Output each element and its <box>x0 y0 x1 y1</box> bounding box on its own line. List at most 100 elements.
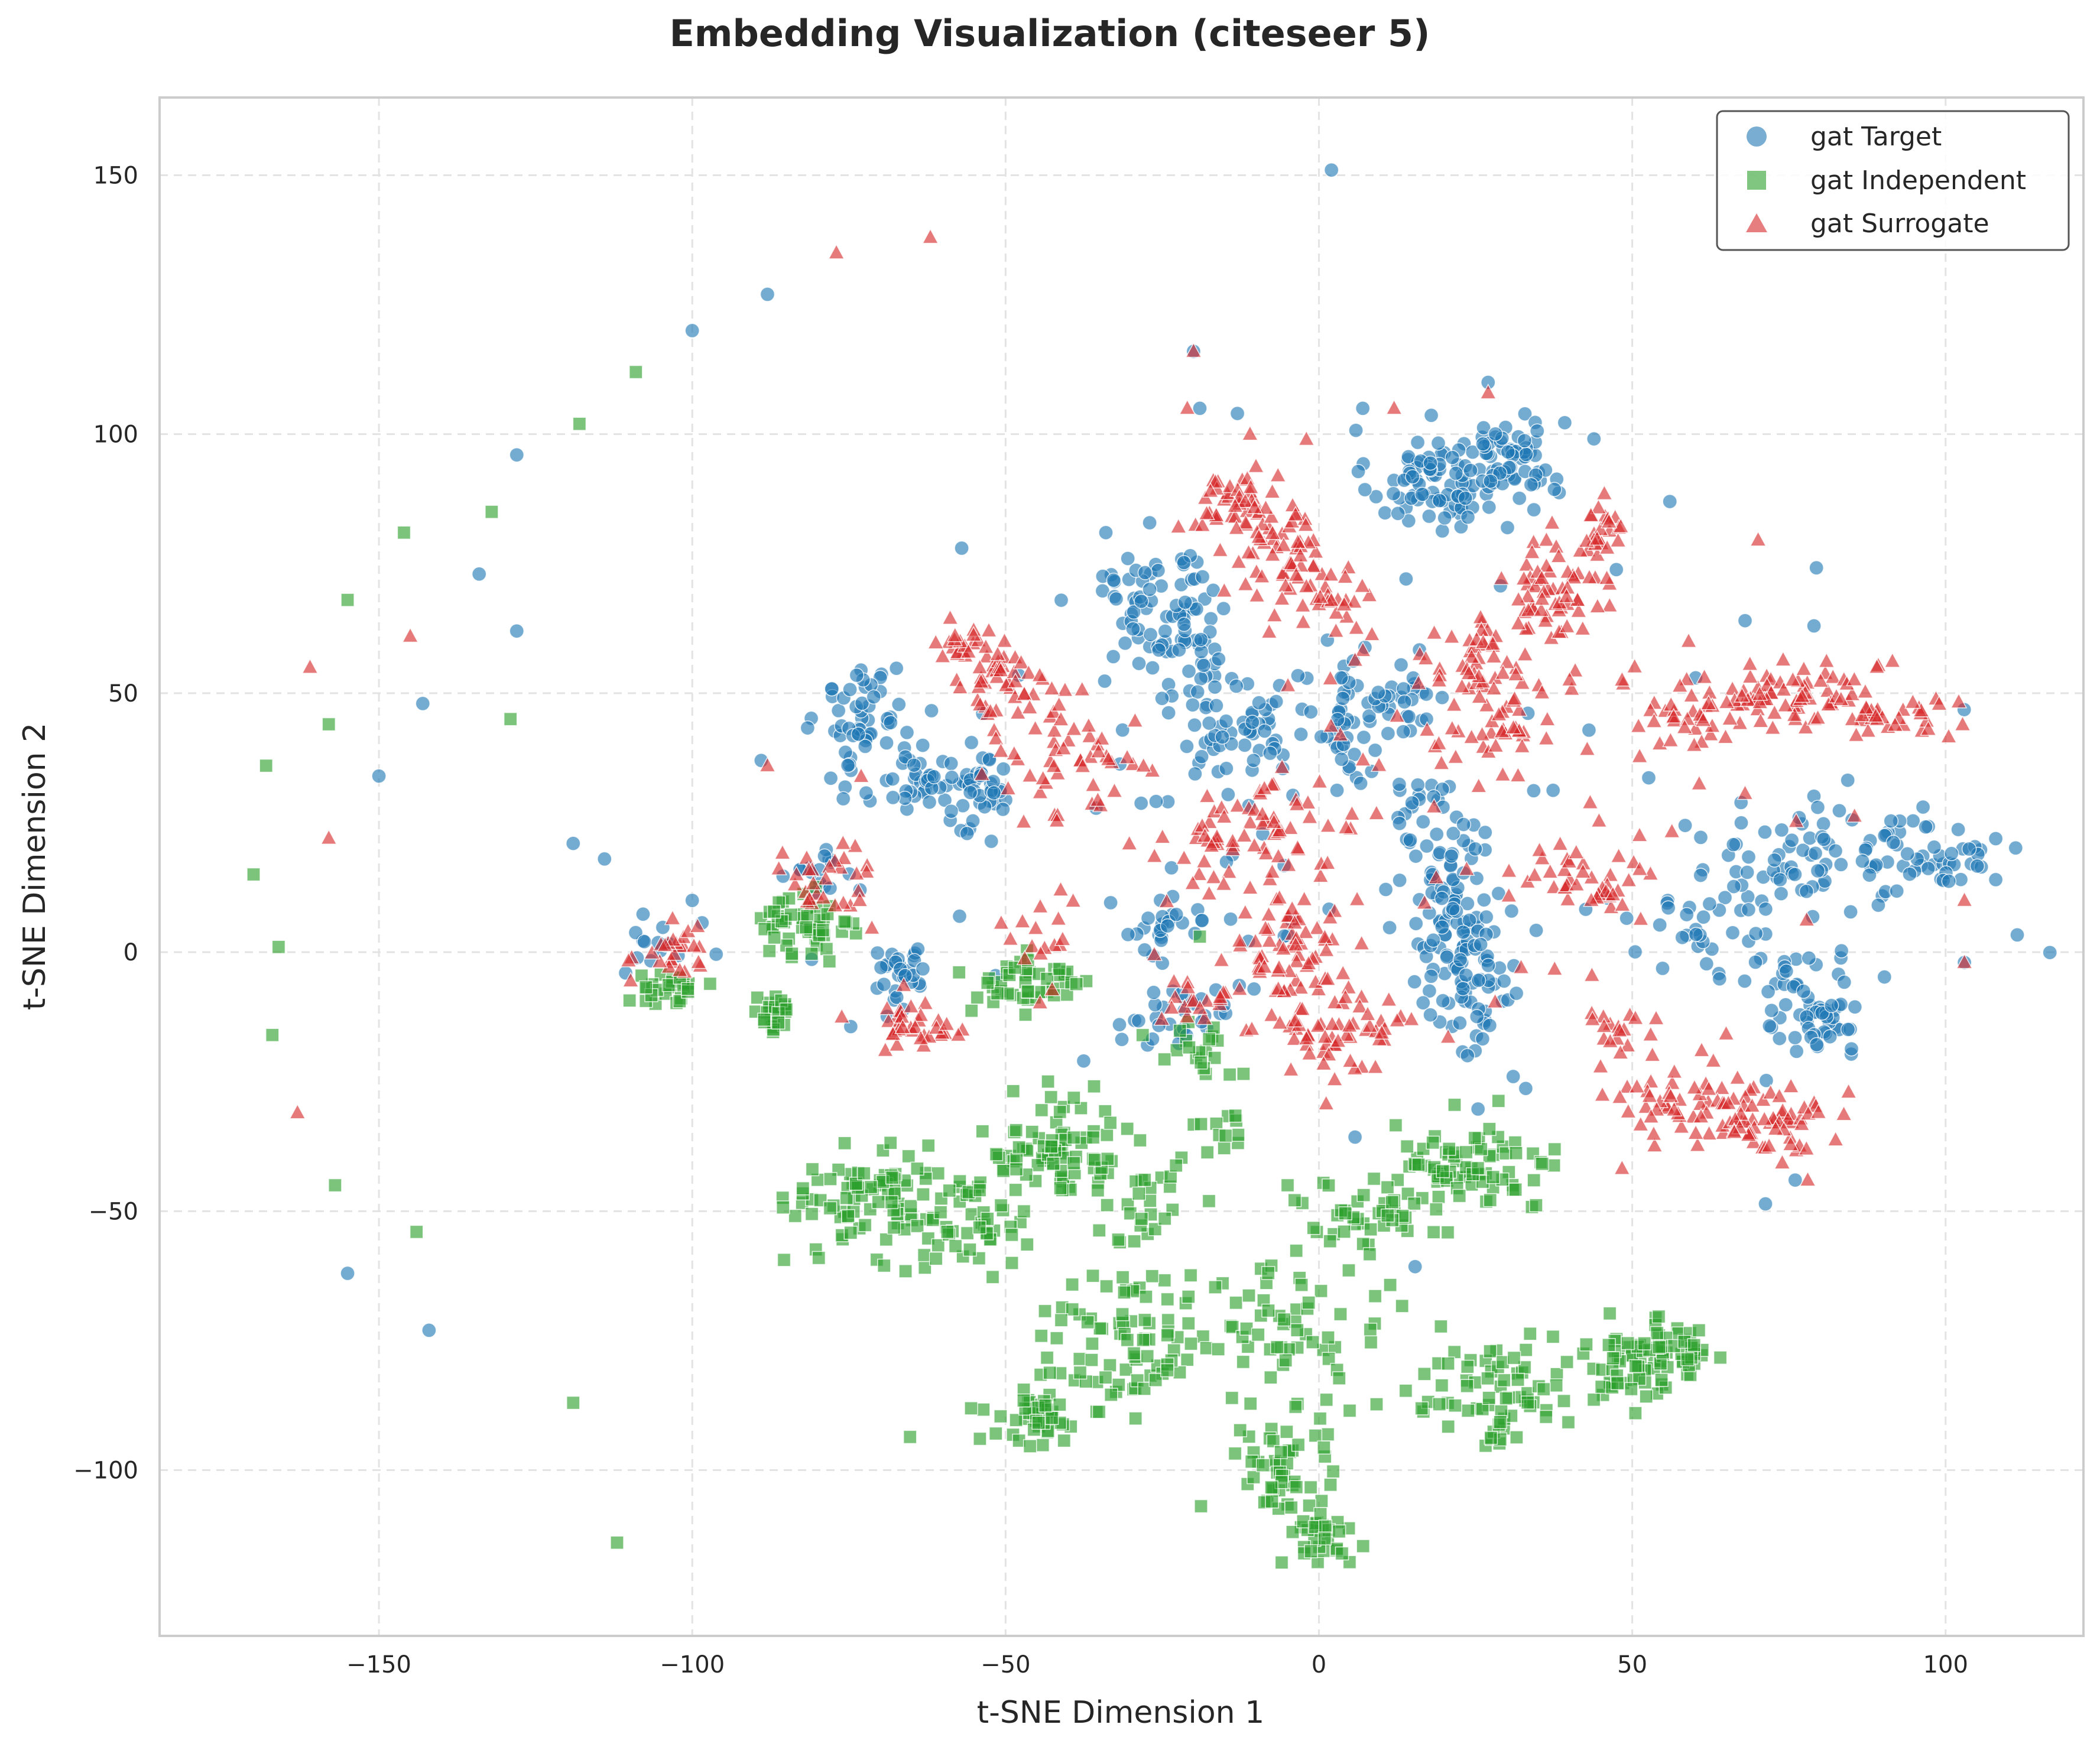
point-gat-surrogate <box>852 767 870 783</box>
point-gat-target <box>1608 562 1624 577</box>
point-gat-surrogate <box>1954 715 1971 731</box>
point-gat-independent <box>1148 1222 1163 1236</box>
point-gat-surrogate <box>1014 913 1031 928</box>
point-gat-surrogate <box>1176 849 1193 865</box>
point-gat-surrogate <box>1827 1131 1844 1147</box>
point-gat-surrogate <box>952 678 969 694</box>
point-gat-target <box>1392 872 1407 888</box>
point-gat-target <box>1725 925 1741 940</box>
point-gat-target <box>1468 841 1483 857</box>
point-gat-independent <box>1306 1220 1321 1235</box>
point-gat-target <box>1452 952 1468 967</box>
point-gat-surrogate <box>1485 648 1502 664</box>
point-gat-independent <box>1099 1279 1114 1294</box>
point-gat-surrogate <box>1463 648 1481 664</box>
point-gat-independent <box>1086 1268 1100 1283</box>
point-gat-surrogate <box>1884 652 1901 668</box>
point-gat-independent <box>1274 1445 1288 1459</box>
point-gat-surrogate <box>972 673 990 689</box>
point-gat-surrogate <box>800 860 817 876</box>
point-gat-independent <box>1104 1388 1118 1402</box>
point-gat-surrogate <box>1430 671 1448 687</box>
point-gat-target <box>1179 739 1195 754</box>
point-gat-independent <box>1491 1094 1506 1108</box>
point-gat-target <box>984 833 999 849</box>
point-gat-surrogate <box>1284 496 1301 512</box>
point-gat-target <box>1361 708 1377 724</box>
point-gat-target <box>1445 450 1460 465</box>
x-tick-label: 50 <box>1617 1651 1647 1678</box>
point-gat-surrogate <box>1859 722 1877 738</box>
point-gat-independent <box>1452 1189 1466 1203</box>
legend-marker-target <box>1747 126 1767 147</box>
point-gat-surrogate <box>1373 1024 1390 1040</box>
point-gat-surrogate <box>786 875 804 892</box>
point-gat-target <box>1801 950 1817 966</box>
point-gat-target <box>1833 943 1849 959</box>
point-gat-surrogate <box>1755 1110 1773 1126</box>
point-gat-target <box>1419 686 1434 702</box>
point-gat-surrogate <box>1724 680 1741 696</box>
point-gat-surrogate <box>1771 1087 1788 1103</box>
point-gat-target <box>1809 560 1824 576</box>
point-gat-independent <box>1228 1446 1242 1461</box>
point-gat-surrogate <box>1089 791 1106 807</box>
legend-marker-surrogate <box>1746 213 1767 232</box>
point-gat-independent <box>1321 1330 1335 1345</box>
point-gat-independent <box>871 1195 886 1209</box>
point-gat-surrogate <box>1534 849 1551 865</box>
point-gat-surrogate <box>798 849 816 865</box>
point-gat-surrogate <box>1565 569 1583 585</box>
point-gat-surrogate <box>1237 514 1254 530</box>
point-gat-surrogate <box>1447 748 1465 764</box>
point-gat-surrogate <box>1930 695 1948 711</box>
point-gat-target <box>1734 815 1749 831</box>
point-gat-surrogate <box>1341 1017 1358 1032</box>
point-gat-independent <box>981 976 995 990</box>
point-gat-target <box>1395 724 1411 739</box>
point-gat-surrogate <box>1570 602 1588 618</box>
point-gat-surrogate <box>835 849 853 865</box>
point-gat-target <box>962 785 978 800</box>
point-gat-surrogate <box>1518 556 1536 571</box>
point-gat-surrogate <box>1288 795 1306 811</box>
point-gat-target <box>1137 942 1153 958</box>
point-gat-target <box>1517 406 1533 421</box>
point-gat-target <box>1760 984 1776 999</box>
point-gat-surrogate <box>788 865 805 881</box>
point-gat-surrogate <box>1956 953 1973 969</box>
point-gat-surrogate <box>1241 425 1259 441</box>
point-gat-independent <box>1085 1336 1099 1351</box>
point-gat-surrogate <box>1052 710 1070 726</box>
point-gat-surrogate <box>992 661 1010 677</box>
point-gat-independent <box>1255 1458 1270 1472</box>
point-gat-surrogate <box>1527 577 1544 593</box>
point-gat-target <box>1390 506 1406 521</box>
point-gat-target <box>1460 509 1476 525</box>
point-gat-independent <box>910 1219 924 1233</box>
point-gat-surrogate <box>1250 528 1268 544</box>
point-gat-independent <box>1535 1157 1549 1171</box>
point-gat-independent <box>929 1251 943 1266</box>
point-gat-independent <box>1117 1285 1131 1300</box>
point-gat-surrogate <box>1567 843 1585 859</box>
point-gat-independent <box>1251 1327 1265 1342</box>
point-gat-independent <box>856 1166 871 1181</box>
point-gat-target <box>1194 913 1210 928</box>
point-gat-target <box>1154 691 1170 706</box>
point-gat-independent <box>1031 1415 1046 1430</box>
point-gat-surrogate <box>1073 680 1091 696</box>
point-gat-target <box>1758 1073 1774 1089</box>
point-gat-surrogate <box>1642 1025 1660 1042</box>
point-gat-surrogate <box>851 891 868 907</box>
point-gat-target <box>1476 892 1492 908</box>
point-gat-surrogate <box>987 729 1005 745</box>
point-gat-independent <box>1529 1198 1543 1213</box>
point-gat-surrogate <box>848 865 865 881</box>
point-gat-surrogate <box>1215 875 1232 891</box>
point-gat-target <box>1432 493 1447 508</box>
point-gat-target <box>1407 1259 1423 1274</box>
point-gat-independent <box>1161 1313 1176 1327</box>
point-gat-target <box>842 681 858 697</box>
point-gat-surrogate <box>1795 660 1813 676</box>
